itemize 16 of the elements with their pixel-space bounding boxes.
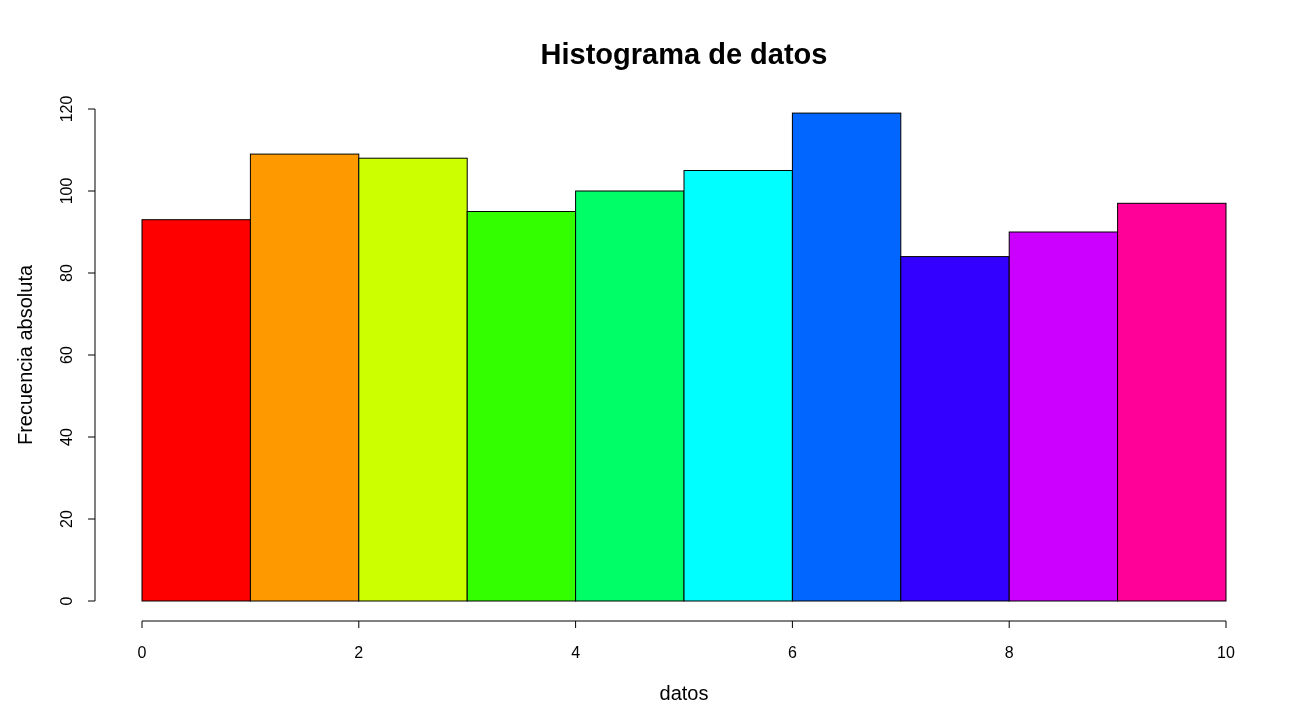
- y-tick-label: 0: [58, 596, 75, 606]
- x-tick-label: 8: [1004, 644, 1014, 661]
- chart-title: Histograma de datos: [540, 38, 828, 70]
- x-tick-label: 6: [787, 644, 797, 661]
- x-axis-title: datos: [659, 682, 709, 704]
- y-tick-label: 120: [58, 95, 75, 123]
- y-axis-title: Frecuencia absoluta: [14, 264, 36, 446]
- y-tick-label: 80: [58, 264, 75, 282]
- x-tick-label: 2: [354, 644, 364, 661]
- y-tick-label: 60: [58, 346, 75, 364]
- y-tick-label: 40: [58, 428, 75, 446]
- y-tick-label: 20: [58, 510, 75, 528]
- x-tick-label: 10: [1217, 644, 1235, 661]
- y-tick-label: 100: [58, 177, 75, 205]
- x-tick-label: 0: [137, 644, 147, 661]
- x-tick-label: 4: [571, 644, 581, 661]
